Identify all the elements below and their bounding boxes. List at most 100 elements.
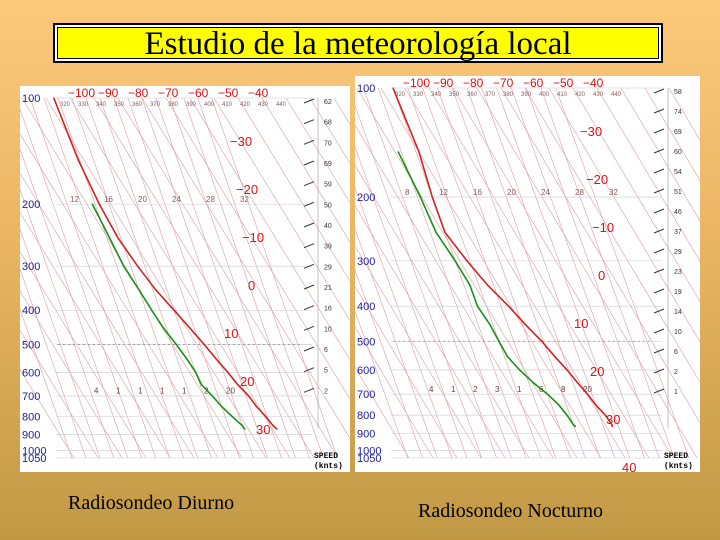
isotherm-line <box>57 97 185 459</box>
low-mixing-label: 1 <box>116 387 121 396</box>
right-temp-label: −10 <box>242 230 264 245</box>
adiabat-line <box>380 87 602 459</box>
isotherm-line <box>355 145 468 459</box>
theta-label: 340 <box>431 92 442 98</box>
wind-speed-label: 19 <box>674 289 682 296</box>
low-mixing-label: 4 <box>94 387 99 396</box>
adiabat-line <box>20 172 195 459</box>
right-temp-label: −30 <box>580 124 602 139</box>
isotherm-line <box>99 97 226 459</box>
isotherm-line <box>85 97 212 459</box>
adiabat-line <box>404 87 626 459</box>
wind-barb <box>653 228 665 234</box>
adiabat-line <box>20 290 123 459</box>
mixing-ratio-label: 32 <box>609 188 618 197</box>
wind-barb <box>303 139 315 145</box>
temperature-point <box>98 203 100 205</box>
wind-barb <box>653 168 665 174</box>
dewpoint-point <box>244 428 246 430</box>
right-temp-label: 10 <box>574 316 588 331</box>
theta-label: 430 <box>593 92 604 98</box>
speed-label: SPEED <box>314 452 338 461</box>
wind-speed-label: 16 <box>324 306 332 313</box>
temperature-point <box>264 415 267 417</box>
low-mixing-label: 20 <box>583 385 592 394</box>
theta-label: 350 <box>114 102 125 108</box>
dewpoint-point <box>151 309 153 311</box>
pressure-tick-label: 300 <box>357 256 375 268</box>
temperature-point <box>507 305 510 307</box>
adiabat-line <box>355 285 458 459</box>
temperature-point <box>431 196 433 198</box>
adiabat-line <box>596 87 700 262</box>
adiabat-line <box>524 87 700 383</box>
low-mixing-label: 2 <box>204 387 209 396</box>
skewt-background <box>20 97 350 459</box>
isotherm-line <box>141 97 268 459</box>
isotherm-line <box>540 87 675 459</box>
wind-speed-label: 37 <box>674 229 682 236</box>
theta-label: 330 <box>413 92 424 98</box>
adiabat-line <box>428 87 650 459</box>
top-temp-label: −90 <box>433 76 454 90</box>
theta-label: 420 <box>240 102 251 108</box>
top-temp-label: −90 <box>98 86 119 100</box>
page-title: Estudio de la meteorología local <box>144 26 572 62</box>
dewpoint-point <box>572 424 574 426</box>
wind-barb <box>653 368 665 374</box>
adiabat-line <box>355 124 554 459</box>
right-temp-label: −20 <box>236 182 258 197</box>
isotherm-line <box>71 97 198 459</box>
adiabat-line <box>572 87 700 303</box>
mixing-ratio-label: 24 <box>172 195 181 204</box>
temperature-point <box>53 97 55 99</box>
wind-speed-label: 69 <box>674 129 682 136</box>
temperature-point <box>392 87 394 89</box>
theta-label: 390 <box>521 92 532 98</box>
pressure-tick-label: 500 <box>357 336 375 348</box>
wind-speed-label: 10 <box>674 329 682 336</box>
dewpoint-point <box>435 231 437 233</box>
theta-label: 410 <box>222 102 233 108</box>
mixing-ratio-label: 16 <box>104 195 113 204</box>
wind-speed-label: 69 <box>324 161 332 168</box>
dewpoint-point <box>397 151 399 153</box>
isotherm-line <box>525 87 660 459</box>
temperature-point <box>554 355 556 357</box>
temperature-point <box>487 284 489 286</box>
isotherm-line <box>355 187 453 459</box>
top-temp-label: −70 <box>493 76 514 90</box>
wind-barb <box>653 88 665 94</box>
top-temp-label: −100 <box>68 86 95 100</box>
wind-speed-label: 46 <box>674 209 682 216</box>
dewpoint-point <box>566 414 568 416</box>
pressure-tick-label: 400 <box>357 301 375 313</box>
wind-speed-label: 40 <box>324 223 332 230</box>
dewpoint-point <box>138 289 140 291</box>
dewpoint-point <box>221 405 223 408</box>
top-temp-label: −50 <box>218 86 239 100</box>
wind-barb <box>303 305 315 311</box>
adiabat-line <box>355 245 482 459</box>
isotherm-line <box>451 87 586 459</box>
theta-label: 390 <box>186 102 197 108</box>
isotherm-line <box>437 87 571 459</box>
title-banner: Estudio de la meteorología local <box>53 23 663 63</box>
wind-speed-label: 14 <box>674 309 682 316</box>
caption-diurno: Radiosondeo Diurno <box>68 492 235 514</box>
wind-barb <box>303 367 315 373</box>
theta-label: 380 <box>168 102 179 108</box>
wind-barb <box>303 119 315 125</box>
temperature-point <box>272 425 274 427</box>
adiabat-line <box>141 97 350 439</box>
theta-label: 320 <box>395 92 406 98</box>
adiabat-line <box>93 97 315 459</box>
dewpoint-point <box>162 327 165 329</box>
pressure-tick-label: 800 <box>22 411 40 423</box>
adiabat-line <box>261 97 350 243</box>
dewpoint-point <box>498 340 500 342</box>
mixing-ratio-label: 28 <box>575 188 584 197</box>
dewpoint-point <box>532 381 534 384</box>
pressure-tick-label: 1000 <box>22 446 46 458</box>
isotherm-line <box>466 87 601 459</box>
